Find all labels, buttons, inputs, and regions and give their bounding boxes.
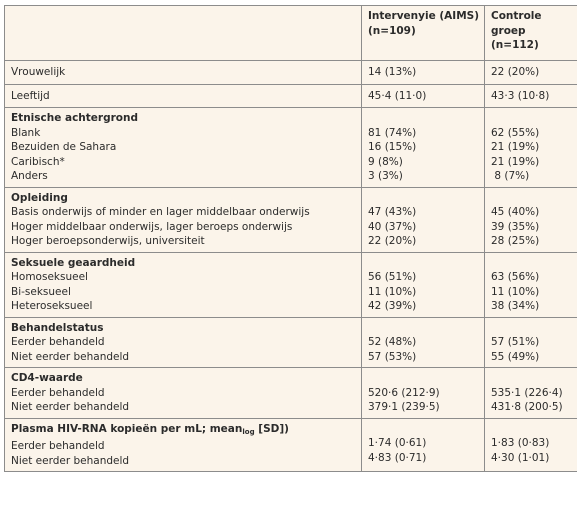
row-label: Homoseksueel (11, 271, 88, 283)
table-row: Vrouwelijk 14 (13%) 22 (20%) (4, 60, 577, 85)
section-title: CD4-waarde (11, 372, 83, 384)
row-label: Caribisch* (11, 155, 65, 168)
intervention-values: 56 (51%) 11 (10%) 42 (39%) (361, 251, 485, 318)
row-label: Niet eerder behandeld (11, 454, 130, 467)
control-value: 63 (56%) (491, 271, 540, 283)
intervention-value: 11 (10%) (368, 285, 417, 298)
table-section-row: Plasma HIV-RNA kopieën per mL; meanlog [… (4, 417, 577, 472)
table-header-row: Intervenyie (AIMS) (n=109) Controle groe… (4, 5, 577, 61)
row-label: Niet eerder behandeld (11, 350, 130, 363)
intervention-value: 56 (51%) (368, 271, 417, 283)
control-values: 62 (55%) 21 (19%) 21 (19%) 8 (7%) (484, 107, 577, 188)
row-label: Blank (11, 126, 41, 139)
section-labels: Plasma HIV-RNA kopieën per mL; meanlog [… (4, 417, 362, 472)
control-value: 57 (51%) (491, 336, 540, 348)
intervention-value: 22 (20%) (368, 235, 417, 247)
intervention-value: 42 (39%) (368, 300, 417, 312)
section-title: Etnische achtergrond (11, 112, 138, 124)
intervention-value: 16 (15%) (368, 141, 417, 153)
intervention-value: 40 (37%) (368, 220, 417, 233)
header-control: Controle groep (n=112) (484, 5, 577, 61)
section-title-end: [SD]) (254, 422, 289, 435)
control-value: 62 (55%) (491, 126, 540, 139)
row-label: Heteroseksueel (11, 300, 93, 312)
header-control-line: (n=112) (491, 39, 539, 51)
row-label: Hoger middelbaar onderwijs, lager beroep… (11, 220, 293, 233)
control-value: 1·83 (0·83) (491, 437, 550, 449)
row-label: Anders (11, 170, 48, 182)
row-label: Basis onderwijs of minder en lager midde… (11, 206, 310, 218)
intervention-value: 1·74 (0·61) (368, 437, 427, 449)
control-value: 8 (7%) (491, 170, 530, 182)
intervention-value: 9 (8%) (368, 155, 403, 168)
control-values: 57 (51%) 55 (49%) (484, 316, 577, 368)
header-intervention-line: Intervenyie (AIMS) (368, 10, 480, 22)
section-title-main: Plasma HIV-RNA kopieën per mL; mean (11, 422, 243, 435)
control-value: 45 (40%) (491, 206, 540, 218)
header-intervention-line: (n=109) (368, 24, 416, 37)
section-labels: Behandelstatus Eerder behandeld Niet eer… (4, 316, 362, 368)
table-row: Leeftijd 45·4 (11·0) 43·3 (10·8) (4, 83, 577, 108)
intervention-values: 1·74 (0·61) 4·83 (0·71) (361, 417, 485, 472)
control-value: 43·3 (10·8) (484, 83, 577, 108)
section-labels: Seksuele geaardheid Homoseksueel Bi-seks… (4, 251, 362, 318)
control-value: 55 (49%) (491, 350, 540, 363)
section-title-subscript: log (242, 427, 255, 436)
intervention-values: 520·6 (212·9) 379·1 (239·5) (361, 367, 485, 419)
section-labels: CD4-waarde Eerder behandeld Niet eerder … (4, 367, 362, 419)
control-value: 21 (19%) (491, 141, 540, 153)
header-control-line: Controle (491, 10, 542, 22)
section-title: Plasma HIV-RNA kopieën per mL; meanlog [… (11, 422, 355, 440)
intervention-value: 520·6 (212·9) (368, 386, 440, 399)
intervention-value: 81 (74%) (368, 126, 417, 139)
table-section-row: Opleiding Basis onderwijs of minder en l… (4, 186, 577, 253)
intervention-values: 52 (48%) 57 (53%) (361, 316, 485, 368)
control-value: 11 (10%) (491, 285, 540, 298)
control-values: 1·83 (0·83) 4·30 (1·01) (484, 417, 577, 472)
row-label: Eerder behandeld (11, 386, 105, 399)
intervention-value: 14 (13%) (361, 60, 485, 85)
control-value: 535·1 (226·4) (491, 386, 563, 399)
section-title: Behandelstatus (11, 321, 104, 334)
control-value: 4·30 (1·01) (491, 451, 550, 464)
demographics-table: Intervenyie (AIMS) (n=109) Controle groe… (4, 5, 577, 472)
control-value: 28 (25%) (491, 235, 540, 247)
control-value: 38 (34%) (491, 300, 540, 312)
header-intervention: Intervenyie (AIMS) (n=109) (361, 5, 485, 61)
row-label: Bi-seksueel (11, 285, 71, 298)
intervention-value: 3 (3%) (368, 170, 403, 182)
section-title: Opleiding (11, 191, 68, 204)
intervention-values: 81 (74%) 16 (15%) 9 (8%) 3 (3%) (361, 107, 485, 188)
control-values: 63 (56%) 11 (10%) 38 (34%) (484, 251, 577, 318)
row-label: Eerder behandeld (11, 336, 105, 348)
header-control-line: groep (491, 24, 526, 37)
table-section-row: Etnische achtergrond Blank Bezuiden de S… (4, 107, 577, 188)
control-value: 39 (35%) (491, 220, 540, 233)
table-section-row: Behandelstatus Eerder behandeld Niet eer… (4, 316, 577, 368)
row-label: Vrouwelijk (4, 60, 362, 85)
control-values: 535·1 (226·4) 431·8 (200·5) (484, 367, 577, 419)
row-label: Niet eerder behandeld (11, 401, 130, 413)
table-section-row: Seksuele geaardheid Homoseksueel Bi-seks… (4, 251, 577, 318)
control-value: 22 (20%) (484, 60, 577, 85)
intervention-value: 47 (43%) (368, 206, 417, 218)
intervention-value: 45·4 (11·0) (361, 83, 485, 108)
table-section-row: CD4-waarde Eerder behandeld Niet eerder … (4, 367, 577, 419)
section-labels: Opleiding Basis onderwijs of minder en l… (4, 186, 362, 253)
intervention-value: 379·1 (239·5) (368, 401, 440, 413)
section-labels: Etnische achtergrond Blank Bezuiden de S… (4, 107, 362, 188)
row-label: Hoger beroepsonderwijs, universiteit (11, 235, 205, 247)
section-title: Seksuele geaardheid (11, 256, 136, 269)
row-label: Eerder behandeld (11, 440, 105, 452)
header-empty-cell (4, 5, 362, 61)
intervention-value: 57 (53%) (368, 350, 417, 363)
control-values: 45 (40%) 39 (35%) 28 (25%) (484, 186, 577, 253)
control-value: 21 (19%) (491, 155, 540, 168)
intervention-value: 52 (48%) (368, 336, 417, 348)
intervention-values: 47 (43%) 40 (37%) 22 (20%) (361, 186, 485, 253)
row-label: Bezuiden de Sahara (11, 141, 117, 153)
intervention-value: 4·83 (0·71) (368, 451, 427, 464)
row-label: Leeftijd (4, 83, 362, 108)
control-value: 431·8 (200·5) (491, 401, 563, 413)
